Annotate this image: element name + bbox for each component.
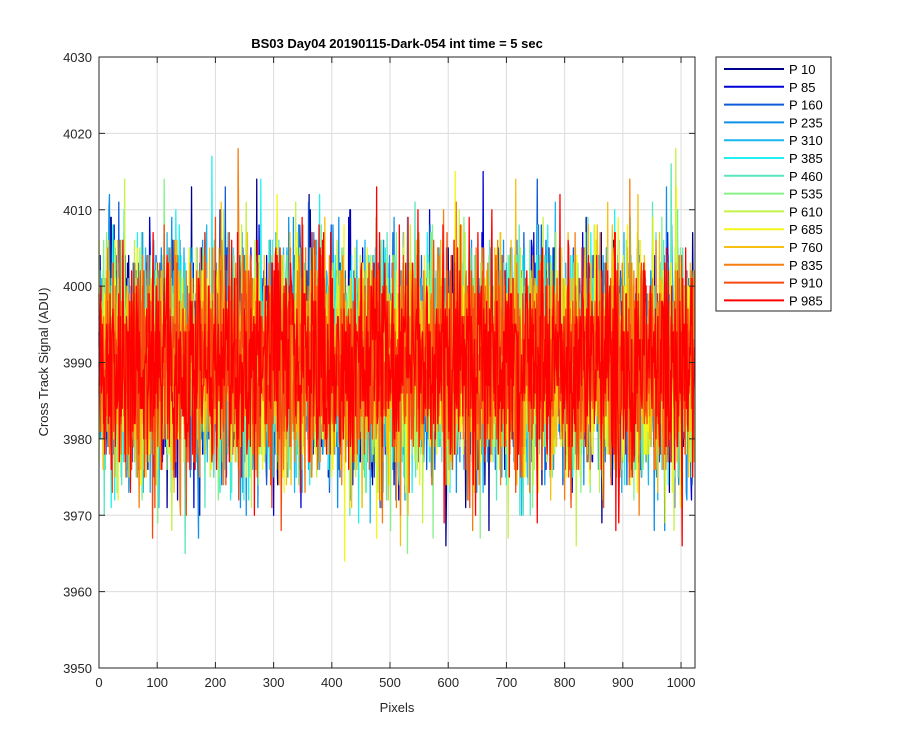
legend-label: P 85: [789, 80, 816, 95]
legend-box: [715, 56, 832, 312]
x-tick-label: 300: [263, 675, 285, 690]
x-tick-label: 800: [554, 675, 576, 690]
legend: P 10 P 85 P 160 P 235 P 310 P 385 P 460 P 535 P …: [715, 56, 832, 312]
x-tick-label: 500: [379, 675, 401, 690]
x-tick-label: 400: [321, 675, 343, 690]
legend-label: P 160: [789, 98, 823, 113]
legend-label: P 10: [789, 62, 816, 77]
legend-label: P 610: [789, 204, 823, 219]
y-tick-labels: 3950 3960 3970 3980 3990 4000 4010 4020 4030: [63, 50, 92, 676]
x-tick-label: 0: [95, 675, 102, 690]
x-tick-labels: 0 100 200 300 400 500 600 700 800 900 1000: [95, 675, 695, 690]
legend-label: P 910: [789, 276, 823, 291]
x-axis-label: Pixels: [380, 700, 415, 715]
y-tick-label: 3960: [63, 585, 92, 600]
y-axis-label: Cross Track Signal (ADU): [36, 288, 51, 437]
y-tick-label: 3980: [63, 432, 92, 447]
y-tick-label: 3970: [63, 508, 92, 523]
legend-label: P 985: [789, 293, 823, 308]
chart-title: BS03 Day04 20190115-Dark-054 int time = …: [251, 36, 543, 51]
data-traces: [98, 148, 696, 562]
legend-label: P 310: [789, 133, 823, 148]
legend-label: P 460: [789, 169, 823, 184]
axis-ticks: [98, 56, 695, 669]
legend-label: P 835: [789, 258, 823, 273]
legend-items: P 10 P 85 P 160 P 235 P 310 P 385 P 460 P 535 P …: [724, 62, 823, 308]
y-tick-label: 4020: [63, 126, 92, 141]
legend-label: P 535: [789, 187, 823, 202]
x-tick-label: 600: [437, 675, 459, 690]
x-tick-label: 200: [205, 675, 227, 690]
legend-label: P 385: [789, 151, 823, 166]
y-tick-label: 3950: [63, 661, 92, 676]
x-tick-label: 1000: [667, 675, 696, 690]
legend-label: P 760: [789, 240, 823, 255]
y-tick-label: 4010: [63, 203, 92, 218]
series-line-p985: [98, 186, 696, 547]
y-tick-label: 4000: [63, 279, 92, 294]
x-tick-label: 900: [612, 675, 634, 690]
x-tick-label: 100: [146, 675, 168, 690]
legend-label: P 685: [789, 222, 823, 237]
y-tick-label: 3990: [63, 356, 92, 371]
legend-label: P 235: [789, 115, 823, 130]
y-tick-label: 4030: [63, 50, 92, 65]
x-tick-label: 700: [496, 675, 518, 690]
